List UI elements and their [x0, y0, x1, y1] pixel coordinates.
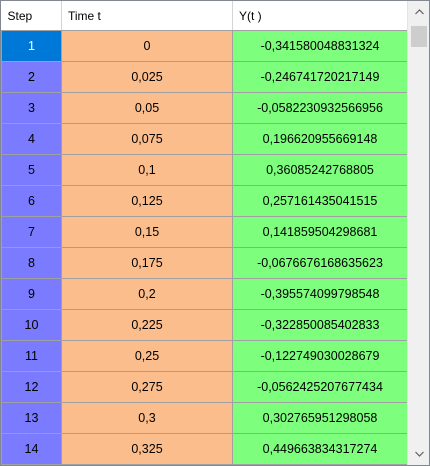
y-value-cell[interactable]: -0,395574099798548	[232, 278, 407, 310]
scroll-up-button[interactable]	[408, 1, 429, 23]
y-value-cell[interactable]: -0,246741720217149	[232, 61, 407, 93]
step-cell[interactable]: 7	[1, 216, 62, 248]
step-cell[interactable]: 11	[1, 340, 62, 372]
table-row[interactable]: 14 0,325 0,449663834317274	[1, 433, 407, 465]
y-value-cell[interactable]: -0,322850085402833	[232, 309, 407, 341]
column-header-step[interactable]: Step	[1, 1, 62, 31]
vertical-scrollbar[interactable]	[407, 1, 429, 465]
table-row[interactable]: 5 0,1 0,36085242768805	[1, 154, 407, 186]
time-cell[interactable]: 0,325	[61, 433, 233, 465]
table-row[interactable]: 4 0,075 0,196620955669148	[1, 123, 407, 155]
chevron-up-icon	[414, 9, 424, 15]
header-row: Step Time t Y(t )	[1, 1, 407, 31]
step-cell[interactable]: 5	[1, 154, 62, 186]
time-cell[interactable]: 0,275	[61, 371, 233, 403]
step-cell[interactable]: 6	[1, 185, 62, 217]
time-cell[interactable]: 0,125	[61, 185, 233, 217]
data-grid: Step Time t Y(t ) 1 0 -0,341580048831324 2 0…	[1, 1, 407, 465]
time-cell[interactable]: 0,1	[61, 154, 233, 186]
y-value-cell[interactable]: -0,0582230932566956	[232, 92, 407, 124]
step-cell[interactable]: 8	[1, 247, 62, 279]
grid-body: 1 0 -0,341580048831324 2 0,025 -0,24674172021…	[1, 30, 407, 465]
table-row[interactable]: 8 0,175 -0,0676676168635623	[1, 247, 407, 279]
y-value-cell[interactable]: 0,257161435041515	[232, 185, 407, 217]
time-cell[interactable]: 0,075	[61, 123, 233, 155]
time-cell[interactable]: 0,25	[61, 340, 233, 372]
table-row[interactable]: 3 0,05 -0,0582230932566956	[1, 92, 407, 124]
y-value-cell[interactable]: 0,196620955669148	[232, 123, 407, 155]
time-cell[interactable]: 0,175	[61, 247, 233, 279]
time-cell[interactable]: 0,35	[61, 464, 233, 465]
table-row[interactable]: 2 0,025 -0,246741720217149	[1, 61, 407, 93]
y-value-cell[interactable]: 0,36085242768805	[232, 154, 407, 186]
step-cell[interactable]: 15	[1, 464, 62, 465]
table-row[interactable]: 1 0 -0,341580048831324	[1, 30, 407, 62]
table-row[interactable]: 13 0,3 0,302765951298058	[1, 402, 407, 434]
y-value-cell[interactable]: -0,122749030028679	[232, 340, 407, 372]
step-cell[interactable]: 14	[1, 433, 62, 465]
step-cell[interactable]: 4	[1, 123, 62, 155]
time-cell[interactable]: 0	[61, 30, 233, 62]
y-value-cell[interactable]: -0,0676676168635623	[232, 247, 407, 279]
step-cell[interactable]: 3	[1, 92, 62, 124]
scroll-down-button[interactable]	[408, 443, 429, 465]
time-cell[interactable]: 0,3	[61, 402, 233, 434]
step-cell[interactable]: 12	[1, 371, 62, 403]
step-cell[interactable]: 1	[1, 30, 62, 62]
time-cell[interactable]: 0,2	[61, 278, 233, 310]
column-header-time[interactable]: Time t	[61, 1, 233, 31]
y-value-cell[interactable]: 0,449663834317274	[232, 433, 407, 465]
table-row[interactable]: 12 0,275 -0,0562425207677434	[1, 371, 407, 403]
y-value-cell[interactable]: -0,341580048831324	[232, 30, 407, 62]
table-row[interactable]: 9 0,2 -0,395574099798548	[1, 278, 407, 310]
table-row[interactable]: 6 0,125 0,257161435041515	[1, 185, 407, 217]
data-grid-viewport: Step Time t Y(t ) 1 0 -0,341580048831324 2 0…	[1, 1, 407, 465]
column-header-y[interactable]: Y(t )	[232, 1, 407, 31]
table-row[interactable]: 10 0,225 -0,322850085402833	[1, 309, 407, 341]
step-cell[interactable]: 2	[1, 61, 62, 93]
step-cell[interactable]: 9	[1, 278, 62, 310]
y-value-cell[interactable]: 0,302765951298058	[232, 402, 407, 434]
table-row[interactable]: 150,350,144770986634895	[1, 464, 407, 465]
step-cell[interactable]: 13	[1, 402, 62, 434]
time-cell[interactable]: 0,225	[61, 309, 233, 341]
scrollbar-thumb[interactable]	[411, 26, 427, 47]
time-cell[interactable]: 0,15	[61, 216, 233, 248]
time-cell[interactable]: 0,025	[61, 61, 233, 93]
chevron-down-icon	[414, 451, 424, 457]
y-value-cell[interactable]: 0,141859504298681	[232, 216, 407, 248]
y-value-cell[interactable]: 0,144770986634895	[232, 464, 407, 465]
table-row[interactable]: 11 0,25 -0,122749030028679	[1, 340, 407, 372]
step-cell[interactable]: 10	[1, 309, 62, 341]
table-row[interactable]: 7 0,15 0,141859504298681	[1, 216, 407, 248]
y-value-cell[interactable]: -0,0562425207677434	[232, 371, 407, 403]
time-cell[interactable]: 0,05	[61, 92, 233, 124]
